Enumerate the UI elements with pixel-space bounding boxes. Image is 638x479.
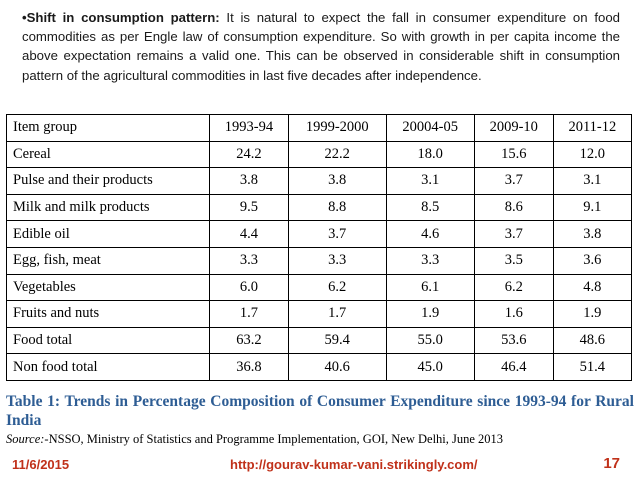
- value-cell: 3.8: [552, 220, 633, 248]
- value-cell: 3.7: [473, 167, 554, 195]
- value-cell: 1.7: [287, 300, 387, 328]
- value-cell: 3.8: [209, 167, 289, 195]
- intro-bullet: •: [22, 10, 27, 25]
- source-label: Source:: [6, 432, 45, 446]
- header-2009-10: 2009-10: [473, 114, 554, 142]
- table-row: Food total 63.2 59.4 55.0 53.6 48.6: [6, 326, 633, 355]
- value-cell: 15.6: [473, 140, 554, 169]
- row-label-cell: Vegetables: [6, 273, 210, 302]
- value-cell: 3.8: [287, 167, 387, 195]
- source-note: Source:-NSSO, Ministry of Statistics and…: [6, 432, 503, 447]
- table-row: Pulse and their products 3.8 3.8 3.1 3.7 3.1: [6, 167, 633, 195]
- table-row: Egg, fish, meat 3.3 3.3 3.3 3.5 3.6: [6, 246, 633, 275]
- value-cell: 4.6: [385, 220, 475, 248]
- row-label-cell: Non food total: [6, 353, 210, 381]
- value-cell: 3.3: [385, 246, 475, 275]
- table-row: Edible oil 4.4 3.7 4.6 3.7 3.8: [6, 220, 633, 248]
- value-cell: 63.2: [209, 326, 289, 355]
- row-label-cell: Cereal: [6, 140, 210, 169]
- row-label-cell: Egg, fish, meat: [6, 246, 210, 275]
- value-cell: 6.2: [473, 273, 554, 302]
- value-cell: 36.8: [209, 353, 289, 381]
- row-label-cell: Food total: [6, 326, 210, 355]
- value-cell: 6.1: [385, 273, 475, 302]
- value-cell: 8.5: [385, 193, 475, 222]
- header-2011-12: 2011-12: [552, 114, 633, 142]
- value-cell: 18.0: [385, 140, 475, 169]
- value-cell: 46.4: [473, 353, 554, 381]
- header-1999-2000: 1999-2000: [287, 114, 387, 142]
- value-cell: 9.5: [209, 193, 289, 222]
- value-cell: 6.0: [209, 273, 289, 302]
- table-row: Fruits and nuts 1.7 1.7 1.9 1.6 1.9: [6, 300, 633, 328]
- header-2004-05: 20004-05: [385, 114, 475, 142]
- intro-heading: Shift in consumption pattern:: [26, 10, 220, 25]
- value-cell: 4.4: [209, 220, 289, 248]
- footer-url-link[interactable]: http://gourav-kumar-vani.strikingly.com/: [230, 457, 478, 472]
- table-row: Cereal 24.2 22.2 18.0 15.6 12.0: [6, 140, 633, 169]
- footer-date: 11/6/2015: [12, 457, 70, 472]
- table-caption: Table 1: Trends in Percentage Compositio…: [6, 393, 634, 429]
- value-cell: 3.7: [473, 220, 554, 248]
- intro-body: It is natural to expect the fall in cons…: [22, 10, 620, 83]
- intro-paragraph: •Shift in consumption pattern: It is nat…: [22, 8, 620, 85]
- value-cell: 3.1: [385, 167, 475, 195]
- value-cell: 3.1: [552, 167, 633, 195]
- value-cell: 48.6: [552, 326, 633, 355]
- value-cell: 40.6: [287, 353, 387, 381]
- row-label-cell: Milk and milk products: [6, 193, 210, 222]
- row-label-cell: Pulse and their products: [6, 167, 210, 195]
- value-cell: 3.7: [287, 220, 387, 248]
- value-cell: 3.6: [552, 246, 633, 275]
- value-cell: 51.4: [552, 353, 633, 381]
- value-cell: 4.8: [552, 273, 633, 302]
- table-header-row: Item group 1993-94 1999-2000 20004-05 20…: [6, 114, 633, 142]
- value-cell: 53.6: [473, 326, 554, 355]
- value-cell: 1.9: [552, 300, 633, 328]
- table-body: Cereal 24.2 22.2 18.0 15.6 12.0 Pulse and thei…: [6, 140, 633, 381]
- value-cell: 1.7: [209, 300, 289, 328]
- value-cell: 1.6: [473, 300, 554, 328]
- table-row: Milk and milk products 9.5 8.8 8.5 8.6 9.1: [6, 193, 633, 222]
- header-1993-94: 1993-94: [209, 114, 289, 142]
- table-row: Vegetables 6.0 6.2 6.1 6.2 4.8: [6, 273, 633, 302]
- value-cell: 8.6: [473, 193, 554, 222]
- value-cell: 55.0: [385, 326, 475, 355]
- value-cell: 45.0: [385, 353, 475, 381]
- value-cell: 3.3: [209, 246, 289, 275]
- value-cell: 24.2: [209, 140, 289, 169]
- value-cell: 9.1: [552, 193, 633, 222]
- page-number: 17: [603, 455, 620, 472]
- row-label-cell: Fruits and nuts: [6, 300, 210, 328]
- value-cell: 3.3: [287, 246, 387, 275]
- value-cell: 6.2: [287, 273, 387, 302]
- expenditure-table: Item group 1993-94 1999-2000 20004-05 20…: [6, 114, 633, 381]
- value-cell: 1.9: [385, 300, 475, 328]
- value-cell: 59.4: [287, 326, 387, 355]
- value-cell: 12.0: [552, 140, 633, 169]
- value-cell: 8.8: [287, 193, 387, 222]
- value-cell: 22.2: [287, 140, 387, 169]
- table-row: Non food total 36.8 40.6 45.0 46.4 51.4: [6, 353, 633, 381]
- value-cell: 3.5: [473, 246, 554, 275]
- source-text: -NSSO, Ministry of Statistics and Progra…: [44, 432, 504, 446]
- header-item-group: Item group: [6, 114, 210, 142]
- row-label-cell: Edible oil: [6, 220, 210, 248]
